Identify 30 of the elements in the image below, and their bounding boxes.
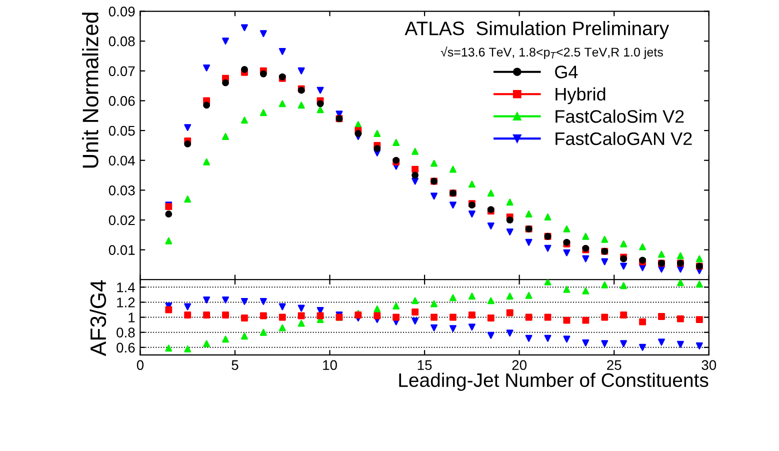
annotation: √s=13.6 TeV, 1.8<p$_{T}$<2.5 TeV,R 1.0 jets	[440, 46, 663, 60]
y-tick-label: 0.08	[108, 36, 135, 46]
y-tick-label: 0.8	[116, 328, 135, 338]
y-axis-title: Unit Normalized	[82, 12, 98, 168]
y-tick-label: 0.07	[108, 66, 135, 76]
y-tick-label: 0.02	[108, 215, 135, 226]
y-tick-label: 1	[128, 312, 135, 322]
x-tick-label: 20	[512, 360, 527, 370]
x-tick-label: 25	[607, 360, 622, 370]
x-tick-label: 10	[323, 360, 337, 370]
x-axis-title: Leading-Jet Number of Constituents	[399, 372, 708, 391]
y-tick-label: 1.4	[117, 282, 135, 292]
legend-label: G4	[555, 66, 578, 78]
y-tick-label: 0.03	[108, 186, 135, 196]
y-tick-label: 0.04	[108, 156, 135, 166]
legend-label: FastCaloGAN V2	[556, 132, 692, 146]
y-axis-title: AF3/G4	[90, 280, 106, 356]
x-tick-label: 0	[136, 360, 144, 370]
y-tick-label: 0.01	[108, 245, 135, 255]
x-tick-label: 30	[702, 360, 716, 370]
y-tick-label: 0.06	[108, 96, 135, 106]
y-tick-label: 0.09	[108, 6, 135, 16]
legend-label: FastCaloSim V2	[556, 110, 684, 123]
y-tick-label: 0.05	[108, 126, 135, 136]
y-tick-label: 1.2	[117, 298, 135, 308]
y-tick-label: 0.6	[116, 342, 135, 353]
annotation: ATLAS Simulation Preliminary	[404, 20, 670, 40]
x-tick-label: 15	[418, 360, 432, 370]
x-tick-label: 5	[232, 360, 238, 370]
legend-label: Hybrid	[556, 87, 606, 104]
